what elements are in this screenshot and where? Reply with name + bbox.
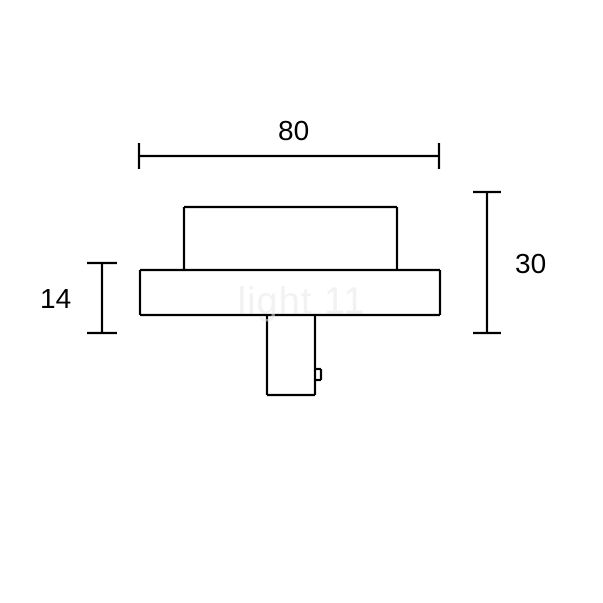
technical-drawing-svg: 80 14 30	[0, 0, 603, 603]
diagram-container: light 11 801430	[0, 0, 603, 603]
drawing-group: 80 14 30	[40, 115, 546, 395]
dim-width-label: 80	[278, 115, 309, 146]
dim-14-label: 14	[40, 283, 71, 314]
dim-30-label: 30	[515, 248, 546, 279]
